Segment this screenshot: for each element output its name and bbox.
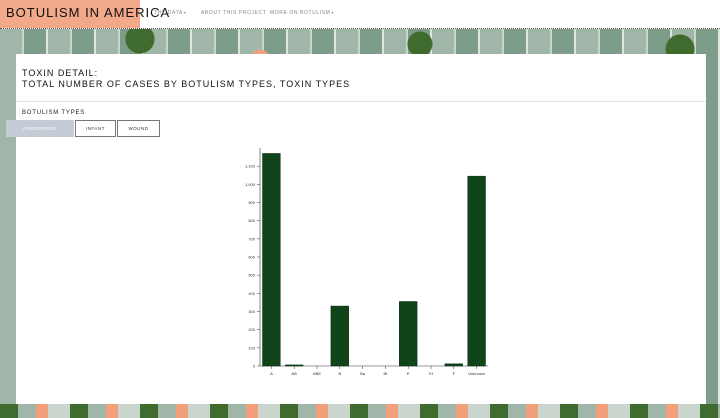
bar-a [262, 153, 281, 367]
y-tick-label: 1,100 [245, 164, 256, 169]
tab-wound[interactable]: WOUND [117, 120, 160, 137]
x-tick-label: Ba [360, 371, 366, 376]
y-tick-label: 700 [248, 236, 255, 241]
y-tick-label: 300 [248, 309, 255, 314]
nav-the-data[interactable]: THE DATA▾ [154, 0, 186, 28]
y-tick-label: 500 [248, 273, 255, 278]
tab-foodborne[interactable]: FOODBORNE [6, 120, 74, 137]
main-panel: TOXIN DETAIL: TOTAL NUMBER OF CASES BY B… [6, 54, 706, 404]
nav-about-project[interactable]: ABOUT THIS PROJECT [201, 0, 266, 28]
y-tick-label: 100 [248, 345, 255, 350]
x-tick-label: A [270, 371, 273, 376]
x-tick-label: B [338, 371, 341, 376]
y-tick-label: 600 [248, 255, 255, 260]
y-tick-label: 1,000 [245, 182, 256, 187]
y-tick-label: 900 [248, 200, 255, 205]
x-tick-label: Ef [429, 371, 434, 376]
bar-b [330, 305, 349, 367]
y-tick-label: 400 [248, 291, 255, 296]
x-tick-label: Bf [384, 371, 389, 376]
patterned-background-bottom [0, 404, 720, 418]
nav-more-on-botulism-label: MORE ON BOTULISM [270, 10, 331, 16]
bar-e [399, 301, 418, 367]
y-tick-label: 200 [248, 327, 255, 332]
bar-unknown [467, 175, 486, 367]
top-navbar: BOTULISM IN AMERICA THE DATA▾ ABOUT THIS… [0, 0, 720, 29]
nav-about-project-label: ABOUT THIS PROJECT [201, 10, 267, 16]
nav-the-data-label: THE DATA [154, 10, 183, 16]
bar-f [444, 363, 463, 367]
x-tick-label: E [407, 371, 410, 376]
bar-ab [285, 364, 304, 367]
toxin-bar-chart: 0 100 200 300 400 500 600 700 800 900 1,000 1,100 A A… [245, 148, 488, 376]
page-title-line1: TOXIN DETAIL: [22, 68, 99, 78]
x-tick-label: ABE [313, 371, 321, 376]
y-tick-label: 800 [248, 218, 255, 223]
caret-down-icon: ▾ [183, 10, 187, 15]
page-title-line2: TOTAL NUMBER OF CASES BY BOTULISM TYPES,… [22, 79, 351, 89]
x-tick-label: F [453, 371, 456, 376]
y-tick-label: 0 [253, 364, 256, 369]
x-tick-label: AB [292, 371, 298, 376]
brand-logo[interactable]: BOTULISM IN AMERICA [0, 0, 169, 28]
nav-more-on-botulism[interactable]: MORE ON BOTULISM▾ [270, 0, 334, 28]
divider [16, 101, 706, 102]
caret-down-icon: ▾ [331, 10, 335, 15]
tab-infant[interactable]: INFANT [75, 120, 116, 137]
section-label: BOTULISM TYPES [22, 110, 86, 116]
x-tick-label: Unknown [468, 371, 485, 376]
